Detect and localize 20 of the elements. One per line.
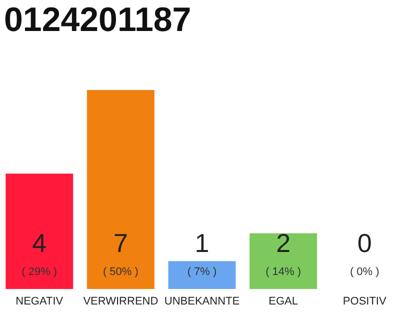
x-tick-label: NEGATIV (16, 296, 64, 308)
x-tick-label: POSITIV (342, 296, 387, 308)
bar (168, 261, 236, 289)
annotation: 4 (32, 228, 47, 258)
annotation: 2 (276, 228, 291, 258)
x-tick-label: UNBEKANNTE (164, 296, 240, 308)
bar (86, 90, 154, 289)
bar (250, 233, 318, 289)
data-label: ( 14% ) (266, 266, 302, 278)
bar (6, 174, 74, 289)
annotation: 1 (194, 228, 210, 258)
data-label: ( 0% ) (350, 266, 380, 278)
chart-title: 0124201187 (4, 1, 192, 39)
data-label: ( 29% ) (22, 266, 58, 278)
x-tick-label: VERWIRREND (83, 296, 158, 308)
data-label: ( 7% ) (187, 266, 217, 278)
data-label: ( 50% ) (102, 266, 138, 278)
x-tick-label: EGAL (268, 296, 298, 308)
annotation: 0 (357, 228, 372, 258)
annotation: 7 (113, 228, 128, 258)
